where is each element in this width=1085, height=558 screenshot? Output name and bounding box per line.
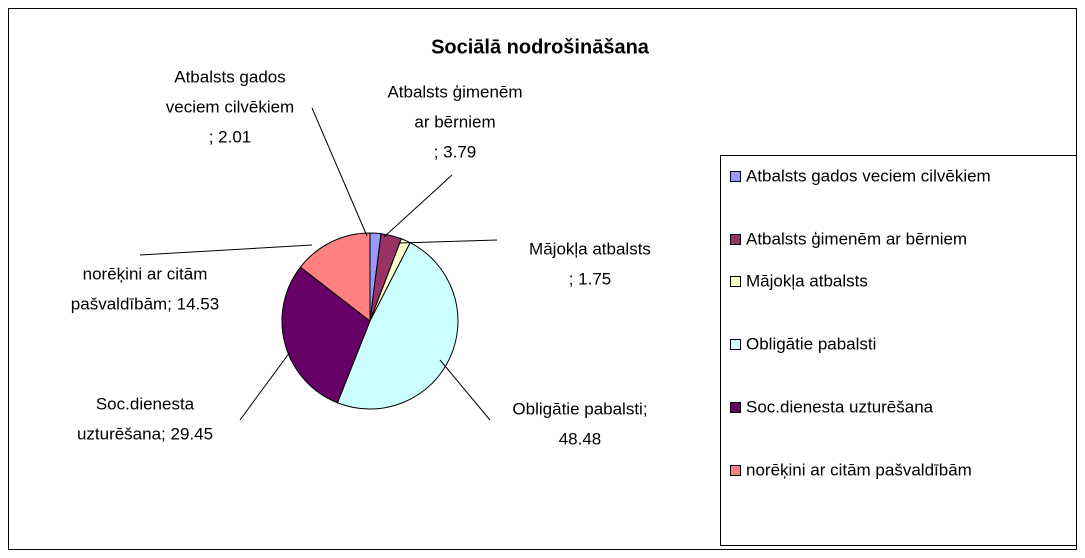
- data-label: pašvaldībām; 14.53: [71, 294, 219, 313]
- data-label: Atbalsts ģimenēm: [387, 82, 522, 101]
- legend-swatch: [730, 171, 741, 182]
- legend-label: Atbalsts gados veciem cilvēkiem: [746, 166, 991, 185]
- legend-swatch: [730, 402, 741, 413]
- data-label: Soc.dienesta: [96, 394, 195, 413]
- data-label: ; 1.75: [569, 269, 612, 288]
- pie-slice: [336, 242, 459, 410]
- pie-slice: [281, 266, 371, 404]
- legend-label: Soc.dienesta uzturēšana: [746, 397, 934, 416]
- leader-line: [239, 351, 291, 421]
- leader-line: [139, 244, 313, 256]
- data-label: 48.48: [559, 429, 602, 448]
- data-label: Obligātie pabalsti;: [512, 399, 647, 418]
- data-label: norēķini ar citām: [83, 264, 208, 283]
- data-label: uzturēšana; 29.45: [77, 424, 213, 443]
- legend-swatch: [730, 234, 741, 245]
- leader-line: [311, 107, 368, 237]
- legend-swatch: [730, 276, 741, 287]
- legend-swatch: [730, 339, 741, 350]
- legend-label: Atbalsts ģimenēm ar bērniem: [746, 229, 967, 248]
- data-label: ; 3.79: [434, 142, 477, 161]
- data-label: ; 2.01: [209, 127, 252, 146]
- legend-box: [720, 155, 1077, 546]
- data-label: veciem cilvēkiem: [166, 97, 294, 116]
- leader-line: [383, 174, 453, 238]
- legend-label: norēķini ar citām pašvaldībām: [746, 460, 972, 479]
- leader-line: [439, 359, 491, 421]
- leader-line: [399, 239, 498, 244]
- chart-title: Sociālā nodrošināšana: [431, 36, 650, 58]
- data-label: Atbalsts gados: [174, 67, 286, 86]
- legend-label: Obligātie pabalsti: [746, 334, 876, 353]
- legend-label: Mājokļa atbalsts: [746, 271, 868, 290]
- data-label: Mājokļa atbalsts: [529, 239, 651, 258]
- data-label: ar bērniem: [414, 112, 495, 131]
- legend-swatch: [730, 465, 741, 476]
